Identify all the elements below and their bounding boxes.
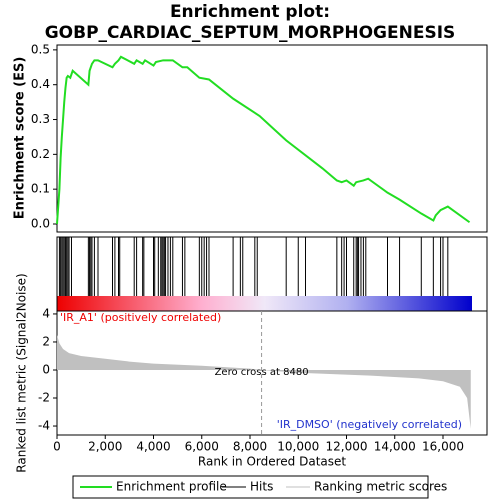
y-tick-label: 0.1 [31,182,50,196]
y-tick-label: 0.5 [31,42,50,56]
y-tick-label: -2 [38,391,50,405]
y-tick-label: 2 [42,334,50,348]
zero-cross-label: Zero cross at 8480 [215,367,309,378]
legend-label: Hits [250,480,273,494]
title-line: Enrichment plot: [170,2,330,22]
y-tick-label: 4 [42,306,50,320]
metric-area [57,334,471,429]
y-axis-label: Ranked list metric (Signal2Noise) [15,273,29,472]
x-tick-label: 6,000 [185,440,219,454]
x-tick-label: 4,000 [136,440,170,454]
pos-label: 'IR_A1' (positively correlated) [60,311,221,324]
x-tick-label: 0 [53,440,61,454]
x-tick-label: 2,000 [88,440,122,454]
x-tick-label: 8,000 [233,440,267,454]
y-axis-label: Enrichment score (ES) [13,57,28,220]
y-tick-label: 0.3 [31,112,50,126]
colorbar [57,296,472,311]
x-tick-label: 10,000 [277,440,319,454]
frame [56,44,488,233]
y-tick-label: 0.0 [31,216,50,230]
legend-label: Ranking metric scores [314,480,447,494]
x-axis-label: Rank in Ordered Dataset [198,455,346,469]
enrichment-line [56,55,471,225]
legend [72,475,429,499]
neg-label: 'IR_DMSO' (negatively correlated) [277,418,462,431]
x-tick-label: 12,000 [325,440,367,454]
legend-label: Enrichment profile [116,480,227,494]
x-tick-label: 16,000 [422,440,464,454]
y-tick-label: -4 [38,419,50,433]
frame [56,310,488,436]
y-tick-label: 0 [42,362,50,376]
x-tick-label: 14,000 [374,440,416,454]
y-tick-label: 0.4 [31,77,50,91]
y-tick-label: 0.2 [31,147,50,161]
title-line: GOBP_CARDIAC_SEPTUM_MORPHOGENESIS [45,23,456,43]
